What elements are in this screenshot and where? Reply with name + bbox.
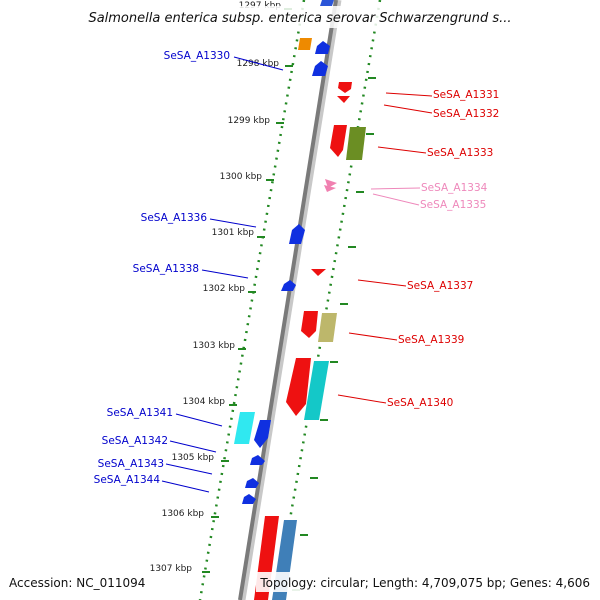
gene-label-sesa-a1333: SeSA_A1333: [427, 147, 493, 159]
leader-sesa-a1333: [377, 146, 427, 154]
leader-sesa-a1334: [370, 187, 421, 190]
accession-backdrop: [4, 572, 154, 592]
inner-track-dotted: [198, 0, 306, 600]
gene-label-sesa-a1338: SeSA_A1338: [133, 263, 199, 275]
leader-sesa-a1338: [201, 269, 249, 279]
outer-track-dotted: [274, 0, 382, 600]
gene-feature-sesa-a1336: [289, 224, 305, 244]
gene-feature-sesa-a1333: [330, 125, 347, 157]
gene-label-sesa-a1342: SeSA_A1342: [102, 435, 168, 447]
gene-feature-orange: [298, 38, 312, 50]
gene-feature-blue: [312, 61, 328, 76]
leader-sesa-a1342: [169, 440, 217, 453]
kbp-label: 1298 kbp: [237, 59, 280, 69]
gene-label-sesa-a1336: SeSA_A1336: [141, 212, 208, 224]
gene-leader-lines: [161, 56, 433, 493]
gene-label-sesa-a1344: SeSA_A1344: [94, 474, 161, 486]
gene-label-sesa-a1341: SeSA_A1341: [107, 407, 173, 419]
gene-label-sesa-a1343: SeSA_A1343: [98, 458, 164, 470]
leader-sesa-a1337: [357, 279, 407, 287]
kbp-label: 1307 kbp: [150, 564, 193, 574]
gene-feature-sesa-a1342: [250, 455, 265, 465]
gene-feature-sesa-a1335: [324, 185, 336, 192]
gene-feature-khaki: [318, 313, 337, 342]
gene-feature-sesa-a1341: [234, 412, 255, 444]
gene-feature-sesa-a1338: [281, 280, 296, 291]
gene-feature-sesa-a1339: [301, 311, 318, 338]
kbp-label: 1302 kbp: [203, 284, 246, 294]
kbp-label: 1305 kbp: [172, 453, 215, 463]
leader-sesa-a1331: [385, 92, 433, 97]
leader-sesa-a1344: [161, 480, 210, 493]
gene-feature-sesa-a1332: [337, 96, 350, 103]
gene-feature-sesa-a1344: [242, 494, 256, 504]
gene-feature-olive: [346, 127, 366, 160]
leader-sesa-a1335: [372, 193, 420, 206]
kbp-label: 1303 kbp: [193, 341, 236, 351]
gene-label-sesa-a1330: SeSA_A1330: [164, 50, 230, 62]
kbp-label: 1306 kbp: [162, 509, 205, 519]
gene-feature-sesa-a1334: [325, 179, 337, 188]
gene-feature-cyan: [304, 361, 329, 420]
gene-feature-sesa-a1330: [315, 41, 330, 54]
leader-sesa-a1343: [165, 463, 213, 475]
topology-text: Topology: circular; Length: 4,709,075 bp…: [259, 576, 590, 590]
leader-sesa-a1330: [233, 56, 284, 71]
gene-label-sesa-a1335: SeSA_A1335: [420, 199, 486, 211]
gene-label-sesa-a1337: SeSA_A1337: [407, 280, 473, 292]
leader-sesa-a1332: [383, 104, 433, 114]
gene-feature-sesa-a1331: [338, 82, 352, 93]
gene-label-sesa-a1340: SeSA_A1340: [387, 397, 453, 409]
kbp-label: 1300 kbp: [220, 172, 263, 182]
leader-sesa-a1339: [348, 332, 398, 341]
gene-feature-partial: [320, 0, 334, 6]
gene-labels: SeSA_A1330 SeSA_A1331 SeSA_A1332 SeSA_A1…: [94, 50, 500, 486]
gene-feature-sesa-a1343: [245, 478, 259, 488]
leader-sesa-a1341: [175, 413, 223, 427]
gene-feature-blue-arrow: [254, 420, 271, 448]
kbp-label: 1301 kbp: [212, 228, 255, 238]
title-backdrop: [60, 6, 540, 28]
gene-label-sesa-a1339: SeSA_A1339: [398, 334, 464, 346]
map-title: Salmonella enterica subsp. enterica sero…: [88, 11, 511, 26]
gene-feature-sesa-a1340: [286, 358, 311, 416]
topology-backdrop: [256, 572, 596, 592]
accession-text: Accession: NC_011094: [9, 576, 145, 590]
backbone-strand: [238, 0, 338, 600]
gene-label-sesa-a1332: SeSA_A1332: [433, 108, 499, 120]
gene-label-sesa-a1331: SeSA_A1331: [433, 89, 499, 101]
leader-sesa-a1336: [209, 218, 257, 228]
kbp-label: 1299 kbp: [228, 116, 271, 126]
gene-label-sesa-a1334: SeSA_A1334: [421, 182, 488, 194]
kbp-label: 1304 kbp: [183, 397, 226, 407]
leader-sesa-a1340: [337, 394, 387, 404]
gene-feature-sesa-a1337: [311, 269, 326, 276]
